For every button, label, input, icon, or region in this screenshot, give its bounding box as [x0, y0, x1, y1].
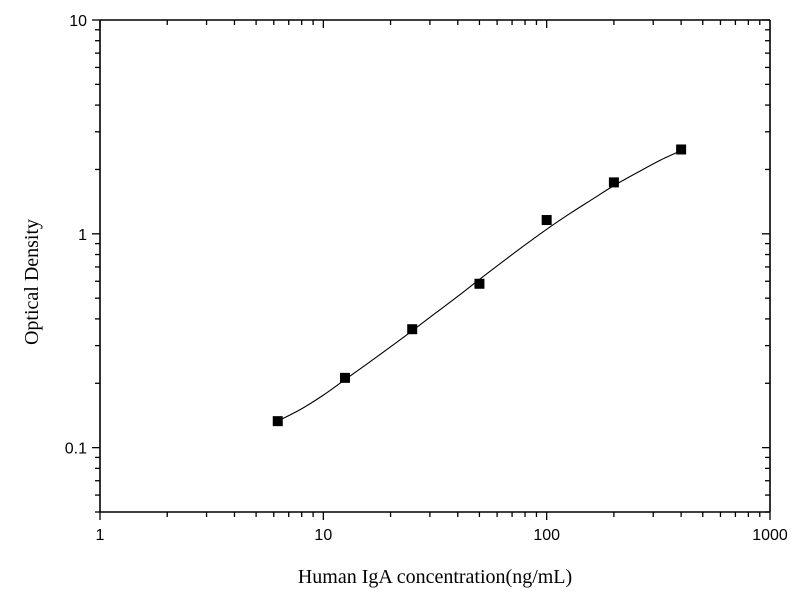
axis-ticks [92, 19, 771, 520]
data-point [272, 416, 283, 427]
x-tick-label: 1000 [752, 527, 788, 544]
y-tick-label: 1 [78, 227, 87, 244]
tick-labels: 1 10 100 1000 0.1 1 10 [65, 13, 788, 544]
y-axis-title: Optical Density [21, 219, 43, 345]
x-tick-label: 10 [314, 527, 332, 544]
x-axis-title: Human IgA concentration(ng/mL) [298, 566, 572, 588]
y-tick-label: 0.1 [65, 441, 87, 458]
data-point [339, 372, 350, 383]
data-point [608, 177, 619, 188]
data-points-layer [272, 144, 687, 427]
data-point [474, 278, 485, 289]
x-tick-label: 100 [533, 527, 560, 544]
plot-area [100, 20, 770, 512]
plot-frame [99, 19, 771, 513]
data-point [676, 144, 687, 155]
x-tick-label: 1 [96, 527, 105, 544]
data-point [541, 215, 552, 226]
y-tick-label: 10 [69, 13, 87, 30]
data-point [407, 324, 418, 335]
